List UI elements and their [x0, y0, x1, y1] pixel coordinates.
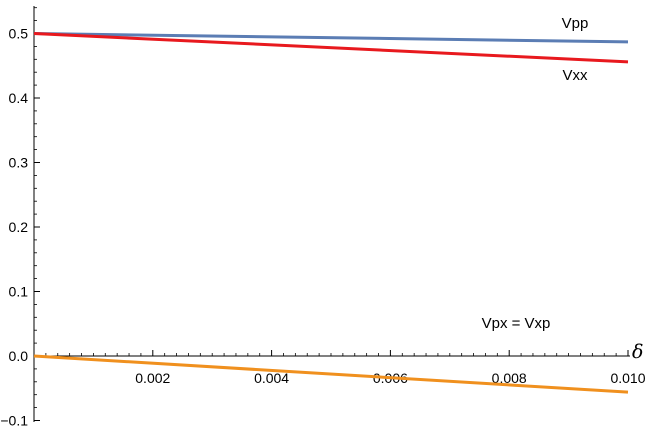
x-tick-label: 0.010 — [610, 370, 645, 386]
series-label-vxx: Vxx — [562, 67, 588, 84]
series-label-vpp: Vpp — [562, 15, 589, 32]
series-label-vpx: Vpx = Vxp — [482, 315, 551, 332]
ticks: −0.10.00.10.20.30.40.50.002 0.004 0.006 0.0… — [0, 8, 645, 429]
y-tick-label: 0.1 — [9, 284, 29, 300]
series-line-vpx — [34, 356, 628, 392]
labels: δ Vpp Vxx Vpx = Vxp — [482, 15, 644, 363]
y-tick-label: 0.0 — [9, 348, 29, 364]
axes — [34, 6, 630, 422]
y-tick-label: 0.5 — [9, 26, 29, 42]
series-lines — [34, 34, 628, 393]
y-tick-label: −0.1 — [0, 413, 28, 429]
y-tick-label: 0.4 — [9, 90, 29, 106]
x-axis-label: δ — [632, 341, 643, 363]
y-tick-label: 0.3 — [9, 155, 29, 171]
y-tick-label: 0.2 — [9, 219, 29, 235]
x-tick-label: 0.002 — [135, 370, 170, 386]
